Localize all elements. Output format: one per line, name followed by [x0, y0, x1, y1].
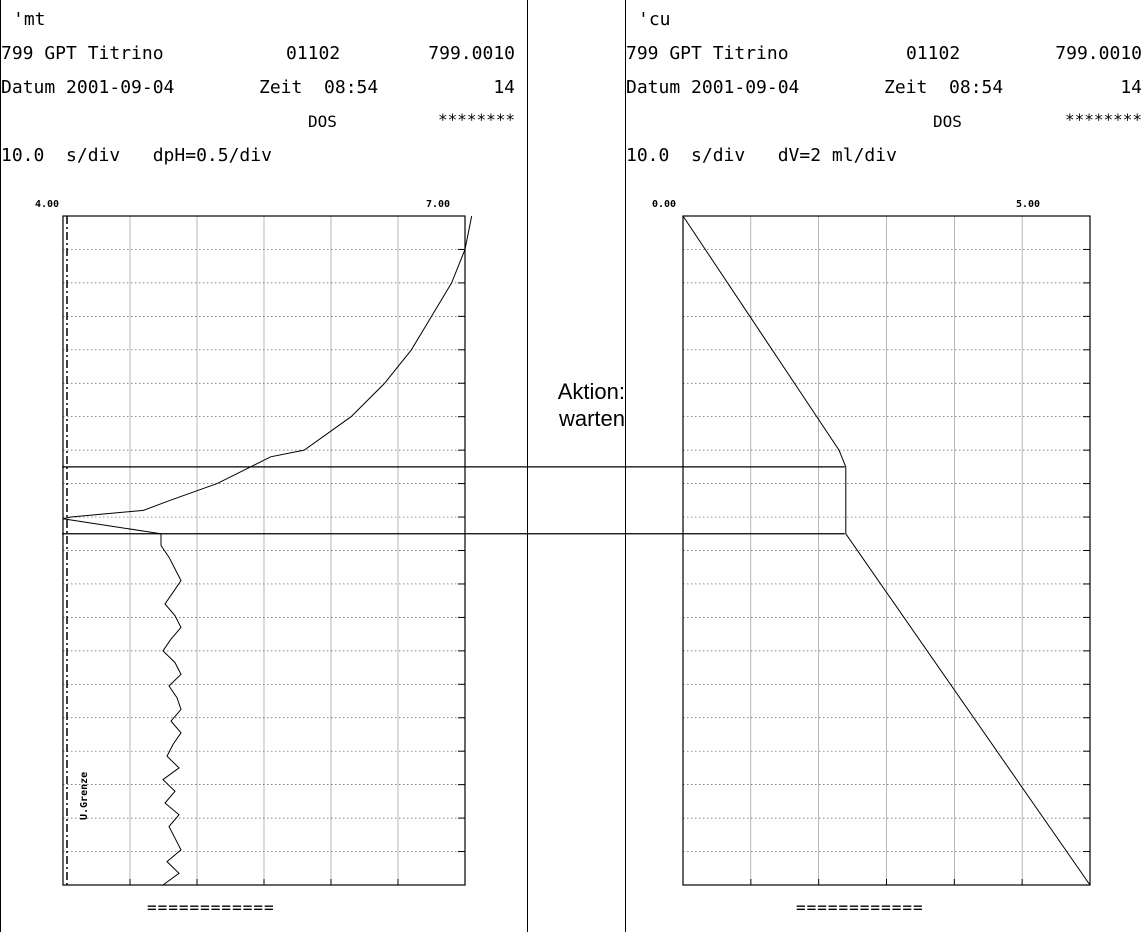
ph-plot: 4.00 7.00 U.Grenze — [35, 199, 473, 886]
device-name: 799 GPT Titrino — [1, 43, 164, 64]
left-printout-panel: 'mt 799 GPT Titrino 01102 799.0010 Datum… — [0, 0, 528, 932]
time-label: Zeit 08:54 — [259, 77, 379, 98]
x-tick-min: 0.00 — [652, 199, 676, 210]
right-printout-panel: 'cu 799 GPT Titrino 01102 799.0010 Datum… — [625, 0, 1145, 932]
action-title: Aktion: — [557, 379, 625, 404]
footer-rule: ============ — [147, 898, 275, 917]
serial-number: 01102 — [286, 43, 341, 64]
action-value: warten — [558, 406, 625, 431]
serial-number: 01102 — [906, 43, 961, 64]
date-label: Datum 2001-09-04 — [1, 77, 175, 98]
x-tick-min: 4.00 — [35, 199, 59, 210]
program-version: 799.0010 — [428, 43, 515, 64]
mode-label: DOS — [933, 112, 962, 131]
method-name: 'cu — [638, 9, 671, 30]
plot-frame — [682, 215, 1091, 886]
sample-number: 14 — [1120, 77, 1142, 98]
date-label: Datum 2001-09-04 — [626, 77, 800, 98]
scale-label: 10.0 s/div dV=2 ml/div — [626, 145, 897, 166]
time-label: Zeit 08:54 — [884, 77, 1004, 98]
scale-label: 10.0 s/div dpH=0.5/div — [1, 145, 272, 166]
action-annotation: Aktion: warten — [528, 378, 625, 432]
device-name: 799 GPT Titrino — [626, 43, 789, 64]
plot-frame — [62, 215, 466, 886]
ph-curve — [62, 215, 473, 886]
stars-field: ******** — [1064, 110, 1142, 129]
x-tick-max: 7.00 — [426, 199, 450, 210]
program-version: 799.0010 — [1055, 43, 1142, 64]
volume-plot: 0.00 5.00 — [652, 199, 1091, 886]
mode-label: DOS — [308, 112, 337, 131]
x-tick-mid: 5.00 — [1016, 199, 1040, 210]
method-name: 'mt — [13, 9, 46, 30]
plot-grid — [683, 216, 1090, 885]
plot-grid — [63, 216, 465, 885]
volume-curve — [682, 215, 1091, 886]
lower-limit-label: U.Grenze — [79, 772, 90, 820]
footer-rule: ============ — [796, 898, 924, 917]
stars-field: ******** — [437, 110, 515, 129]
sample-number: 14 — [493, 77, 515, 98]
